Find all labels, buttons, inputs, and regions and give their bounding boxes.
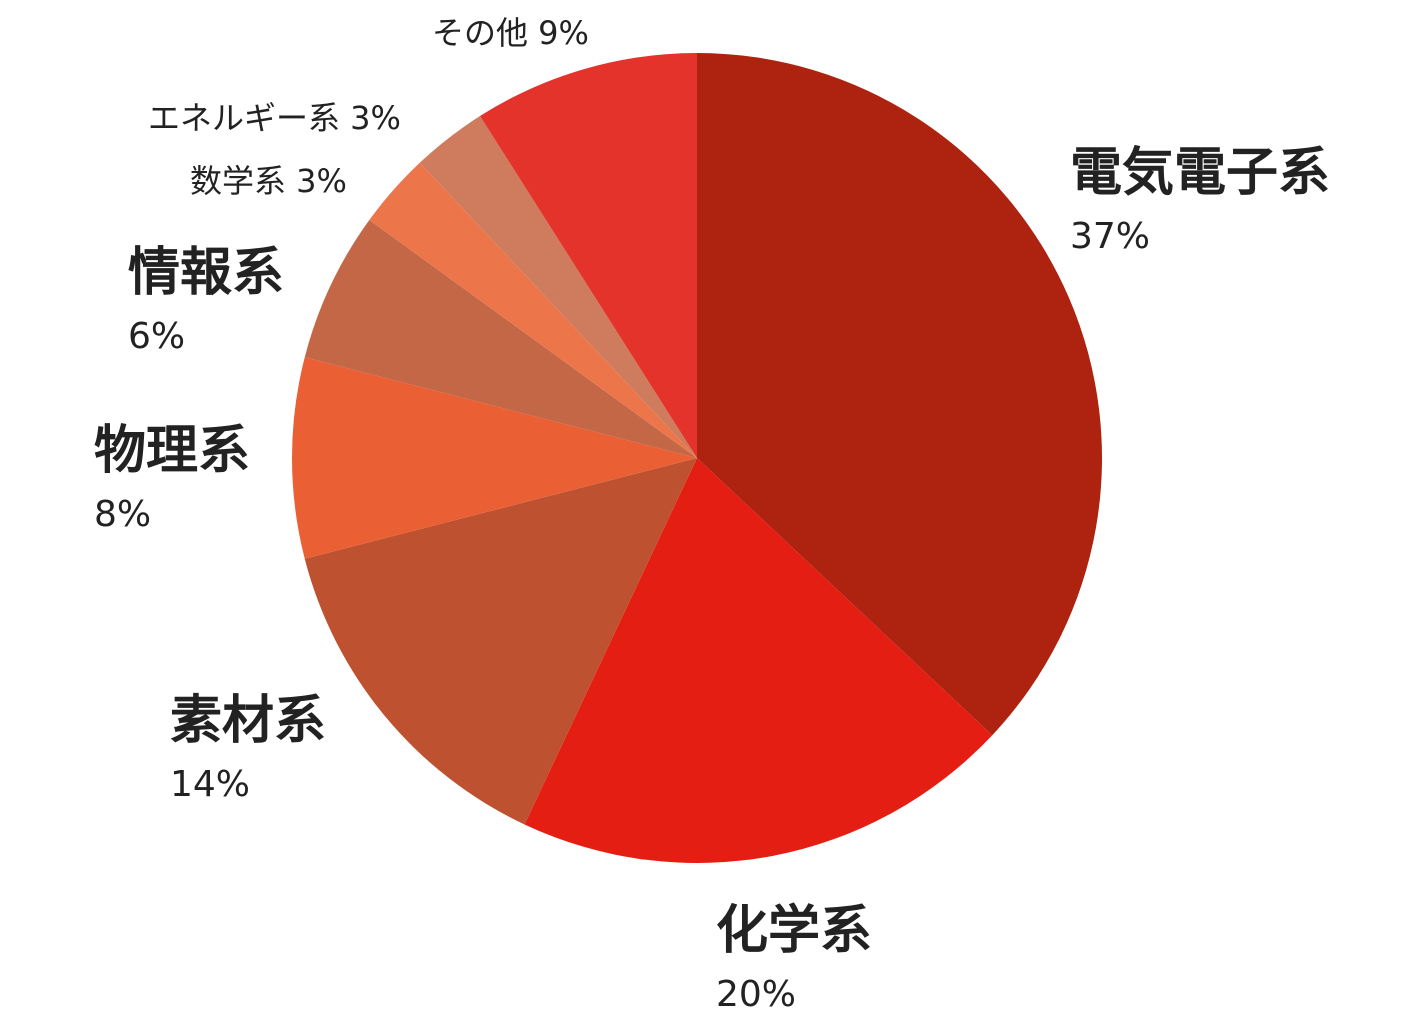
pie-slice-7 — [419, 116, 697, 459]
slice-label-6: 数学系 3% — [190, 162, 347, 200]
slice-value-label-3: 14% — [170, 764, 250, 805]
slice-label-7: エネルギー系 3% — [148, 99, 401, 137]
pie-labels: 電気電子系 37% 化学系 20% 素材系 14% 物理系 8% 情報系 6% 数学系 3% エネルギ… — [94, 14, 1330, 1015]
slice-name-label-1: 電気電子系 — [1070, 143, 1330, 203]
pie-slice-3 — [304, 458, 697, 825]
slice-name-label-2: 化学系 — [716, 901, 872, 961]
slice-value-label-2: 20% — [716, 974, 796, 1015]
slice-value-label-4: 8% — [94, 494, 151, 535]
slice-value-label-1: 37% — [1070, 216, 1150, 257]
pie-slice-4 — [291, 357, 697, 559]
pie-slice-1 — [697, 53, 1102, 736]
slice-value-label-5: 6% — [128, 316, 185, 357]
pie-slices — [291, 53, 1102, 863]
pie-slice-6 — [369, 162, 697, 458]
slice-name-label-3: 素材系 — [170, 691, 326, 751]
pie-slice-2 — [524, 458, 993, 863]
pie-slice-5 — [304, 219, 697, 458]
slice-name-label-4: 物理系 — [94, 421, 250, 481]
pie-slice-8 — [479, 53, 697, 458]
slice-label-8: その他 9% — [432, 14, 589, 52]
slice-name-label-5: 情報系 — [128, 243, 284, 303]
